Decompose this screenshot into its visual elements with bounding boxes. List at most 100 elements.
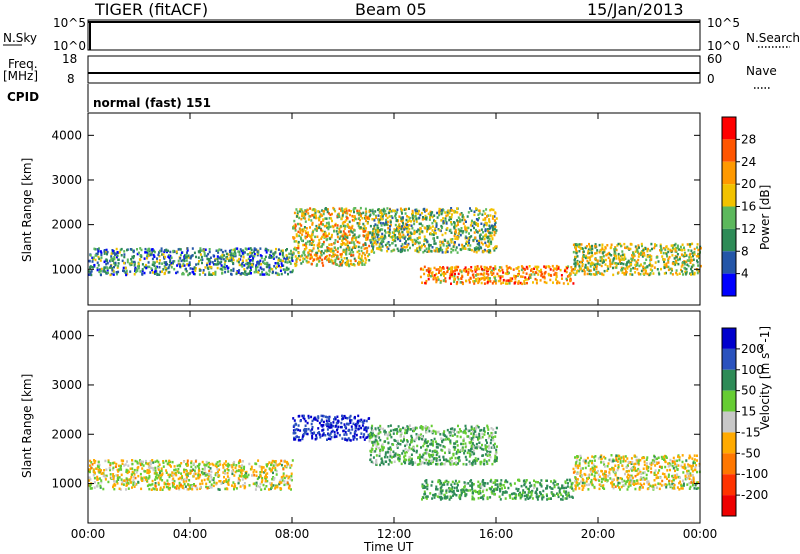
echo-cell <box>297 222 299 226</box>
echo-cell <box>191 485 193 489</box>
echo-cell <box>470 462 473 465</box>
echo-cell <box>293 219 296 223</box>
echo-cell <box>482 225 485 228</box>
echo-cell <box>340 242 343 246</box>
echo-cell <box>435 223 438 227</box>
echo-cell <box>245 472 247 475</box>
echo-cell <box>113 265 115 269</box>
echo-cell <box>307 260 310 264</box>
echo-cell <box>492 225 495 228</box>
echo-cell <box>372 211 375 215</box>
echo-cell <box>411 213 414 217</box>
echo-cell <box>112 474 115 478</box>
echo-cell <box>490 438 493 442</box>
echo-cell <box>350 419 353 422</box>
echo-cell <box>111 258 114 261</box>
echo-cell <box>482 231 484 234</box>
echo-cell <box>572 271 575 274</box>
echo-cell <box>227 480 230 484</box>
echo-cell <box>406 440 409 443</box>
echo-cell <box>328 426 331 429</box>
echo-cell <box>666 255 668 258</box>
echo-cell <box>576 270 579 273</box>
echo-cell <box>304 212 307 216</box>
echo-cell <box>341 234 344 237</box>
echo-cell <box>465 268 468 272</box>
echo-cell <box>350 262 352 266</box>
echo-cell <box>517 280 520 283</box>
echo-cell <box>378 427 381 431</box>
echo-cell <box>399 248 402 251</box>
echo-cell <box>476 239 478 243</box>
echo-cell <box>208 273 211 276</box>
echo-cell <box>143 271 146 275</box>
echo-cell <box>459 220 462 223</box>
echo-cell <box>463 225 466 228</box>
echo-cell <box>470 427 473 430</box>
echo-cell <box>307 254 310 257</box>
echo-cell <box>522 271 525 274</box>
echo-cell <box>488 242 491 245</box>
echo-cell <box>99 250 102 253</box>
echo-cell <box>199 247 202 250</box>
echo-cell <box>676 244 679 247</box>
echo-cell <box>93 476 96 480</box>
echo-cell <box>475 426 478 430</box>
echo-cell <box>396 432 398 435</box>
echo-cell <box>318 242 321 245</box>
echo-cell <box>294 255 297 258</box>
echo-cell <box>396 453 399 457</box>
echo-cell <box>157 468 160 471</box>
echo-cell <box>391 231 394 234</box>
echo-cell <box>202 269 205 272</box>
echo-cell <box>157 474 160 477</box>
echo-cell <box>282 268 285 271</box>
echo-cell <box>617 262 620 265</box>
echo-cell <box>322 415 325 418</box>
echo-cell <box>186 263 189 266</box>
echo-cell <box>372 456 375 459</box>
echo-cell <box>131 459 133 462</box>
echo-cell <box>616 244 619 247</box>
echo-cell <box>127 464 130 467</box>
echo-cell <box>487 444 490 448</box>
echo-cell <box>418 437 421 440</box>
echo-cell <box>392 443 395 446</box>
echo-cell <box>198 467 200 470</box>
echo-cell <box>346 417 349 420</box>
echo-cell <box>578 243 581 246</box>
echo-cell <box>458 243 461 247</box>
echo-cell <box>120 473 123 477</box>
echo-cell <box>508 282 511 285</box>
echo-cell <box>505 282 507 285</box>
echo-cell <box>297 439 300 442</box>
echo-cell <box>419 227 422 230</box>
echo-cell <box>692 258 695 261</box>
echo-cell <box>459 435 462 439</box>
echo-cell <box>245 259 248 262</box>
echo-cell <box>319 213 322 216</box>
echo-cell <box>465 229 468 232</box>
echo-cell <box>454 248 457 252</box>
echo-cell <box>272 255 275 259</box>
echo-cell <box>277 257 280 260</box>
echo-cell <box>631 258 634 261</box>
echo-cell <box>385 218 388 222</box>
echo-cell <box>607 267 610 271</box>
echo-cell <box>469 453 472 457</box>
echo-cell <box>419 275 422 279</box>
echo-cell <box>272 484 275 487</box>
echo-cell <box>427 440 430 443</box>
echo-cell <box>667 250 670 254</box>
echo-cell <box>630 263 632 266</box>
echo-cell <box>478 229 481 232</box>
echo-cell <box>506 269 509 272</box>
echo-cell <box>353 243 356 246</box>
echo-cell <box>476 231 479 234</box>
echo-cell <box>139 472 142 476</box>
echo-cell <box>577 243 580 247</box>
echo-cell <box>218 488 221 491</box>
echo-cell <box>487 250 490 254</box>
echo-cell <box>401 440 404 443</box>
echo-cell <box>340 421 343 425</box>
